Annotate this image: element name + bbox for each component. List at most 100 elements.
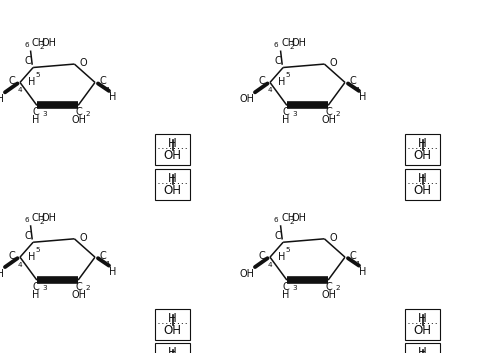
Text: C: C [32, 282, 40, 292]
Text: OH: OH [414, 324, 432, 337]
Text: C: C [100, 251, 107, 261]
Text: OH: OH [164, 324, 182, 337]
Bar [405, 134, 440, 165]
Text: H: H [28, 77, 36, 88]
Bar [155, 343, 190, 353]
Bar [155, 134, 190, 165]
Text: C: C [100, 76, 107, 86]
Text: O: O [330, 233, 337, 243]
Text: OH: OH [322, 289, 336, 300]
Text: CH: CH [281, 38, 295, 48]
Text: H: H [418, 137, 427, 150]
Text: C: C [258, 76, 265, 86]
Text: OH: OH [414, 184, 432, 197]
Text: 1: 1 [106, 87, 110, 92]
Text: 5: 5 [286, 72, 290, 78]
Text: 2: 2 [85, 285, 90, 291]
Text: O: O [330, 58, 337, 68]
Text: 2: 2 [290, 44, 294, 50]
Text: 2: 2 [290, 219, 294, 225]
Bar [405, 169, 440, 200]
Text: C: C [8, 76, 15, 86]
Text: 6: 6 [274, 42, 278, 48]
Text: H: H [168, 346, 177, 353]
Text: OH: OH [322, 115, 336, 125]
Text: 1: 1 [356, 261, 360, 267]
Text: H: H [32, 115, 40, 125]
Text: H: H [168, 172, 177, 185]
Text: C: C [350, 76, 357, 86]
Text: C: C [8, 251, 15, 261]
Text: 6: 6 [274, 217, 278, 223]
Text: 2: 2 [335, 111, 340, 116]
Text: H: H [282, 115, 290, 125]
Text: OH: OH [42, 38, 56, 48]
Text: OH: OH [292, 213, 306, 223]
Text: 5: 5 [36, 247, 41, 253]
Text: OH: OH [0, 269, 4, 279]
Text: H: H [168, 312, 177, 325]
Text: C: C [282, 107, 289, 117]
Text: H: H [278, 252, 285, 262]
Bar [405, 343, 440, 353]
Text: 1: 1 [106, 261, 110, 267]
Text: H: H [110, 267, 117, 277]
Text: C: C [24, 56, 31, 66]
Text: C: C [274, 56, 281, 66]
Text: 6: 6 [24, 217, 28, 223]
Text: 1: 1 [356, 87, 360, 92]
Text: 3: 3 [42, 285, 47, 291]
Text: C: C [76, 107, 82, 117]
Text: C: C [326, 107, 332, 117]
Text: H: H [360, 267, 367, 277]
Text: C: C [274, 231, 281, 241]
Text: 2: 2 [335, 285, 340, 291]
Text: OH: OH [292, 38, 306, 48]
Text: H: H [418, 346, 427, 353]
Text: 4: 4 [17, 87, 22, 93]
Text: H: H [168, 137, 177, 150]
Text: H: H [110, 92, 117, 102]
Text: 6: 6 [24, 42, 28, 48]
Text: H: H [360, 92, 367, 102]
Text: O: O [80, 233, 87, 243]
Text: H: H [418, 172, 427, 185]
Text: H: H [28, 252, 36, 262]
Text: 4: 4 [267, 262, 272, 268]
Text: H: H [418, 312, 427, 325]
Text: C: C [76, 282, 82, 292]
Text: OH: OH [42, 213, 56, 223]
Text: 2: 2 [40, 44, 44, 50]
Bar [405, 309, 440, 340]
Bar [155, 309, 190, 340]
Text: CH: CH [281, 213, 295, 223]
Text: 2: 2 [85, 111, 90, 116]
Text: OH: OH [164, 149, 182, 162]
Text: C: C [326, 282, 332, 292]
Text: H: H [282, 289, 290, 300]
Text: C: C [258, 251, 265, 261]
Text: 3: 3 [42, 111, 47, 116]
Text: H: H [32, 289, 40, 300]
Text: 3: 3 [292, 285, 297, 291]
Text: OH: OH [414, 149, 432, 162]
Text: 2: 2 [40, 219, 44, 225]
Text: 3: 3 [292, 111, 297, 116]
Text: OH: OH [239, 269, 254, 279]
Text: 5: 5 [36, 72, 41, 78]
Bar [155, 169, 190, 200]
Text: H: H [278, 77, 285, 88]
Text: O: O [80, 58, 87, 68]
Text: 4: 4 [267, 87, 272, 93]
Text: C: C [350, 251, 357, 261]
Text: CH: CH [31, 213, 45, 223]
Text: OH: OH [72, 115, 86, 125]
Text: CH: CH [31, 38, 45, 48]
Text: C: C [24, 231, 31, 241]
Text: OH: OH [239, 94, 254, 104]
Text: C: C [282, 282, 289, 292]
Text: OH: OH [164, 184, 182, 197]
Text: 5: 5 [286, 247, 290, 253]
Text: 4: 4 [17, 262, 22, 268]
Text: C: C [32, 107, 40, 117]
